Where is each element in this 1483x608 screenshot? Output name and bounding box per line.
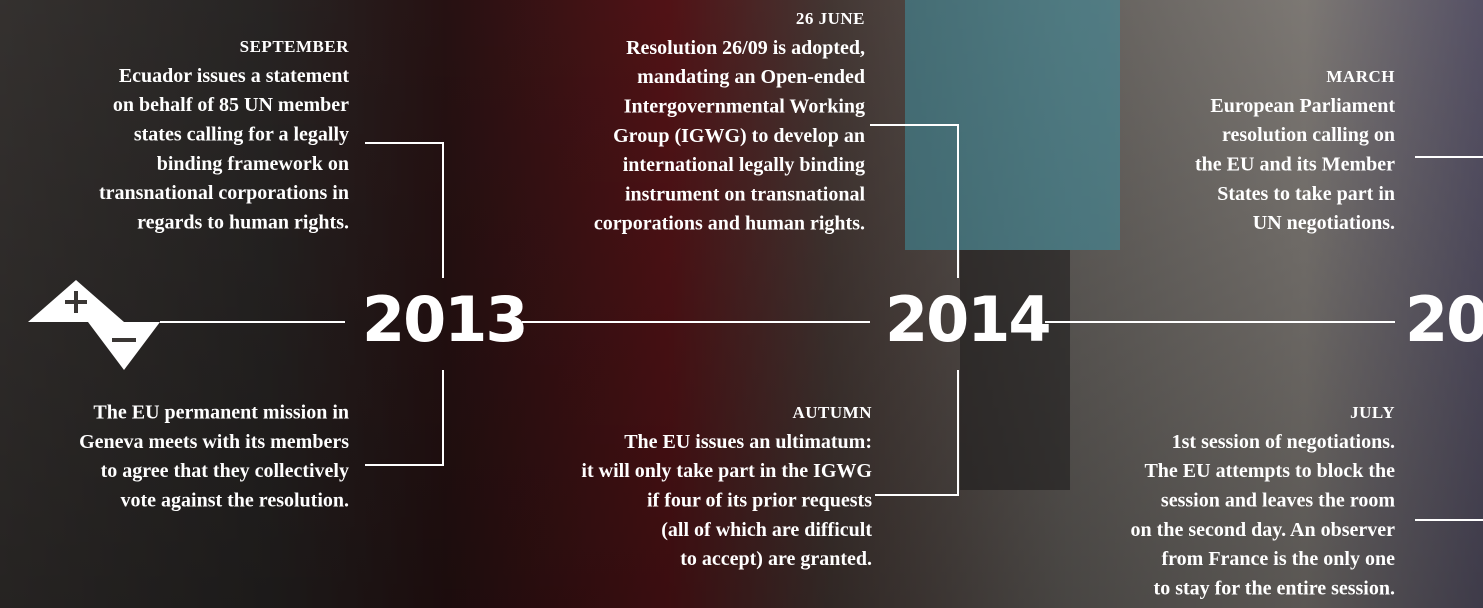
- event-text: The EU issues an ultimatum:: [624, 431, 872, 453]
- connector: [365, 142, 444, 278]
- event-text: to agree that they collectively: [101, 460, 349, 482]
- event-label: 26 JUNE: [796, 9, 865, 28]
- event-text: vote against the resolution.: [120, 489, 349, 511]
- event-text: international legally binding: [623, 154, 865, 176]
- event-text: regards to human rights.: [137, 211, 349, 233]
- event-text: corporations and human rights.: [594, 213, 865, 235]
- event-text: Geneva meets with its members: [79, 431, 349, 453]
- event-text: European Parliament: [1210, 95, 1395, 117]
- event-text: the EU and its Member: [1195, 153, 1395, 175]
- event-text: instrument on transnational: [625, 183, 865, 205]
- event-text: Ecuador issues a statement: [119, 65, 350, 87]
- photo-figure: [960, 250, 1070, 490]
- event-text: states calling for a legally: [134, 123, 349, 145]
- event-text: session and leaves the room: [1161, 489, 1395, 511]
- connector: [875, 370, 959, 496]
- event-text: Intergovernmental Working: [624, 95, 865, 117]
- event-label: SEPTEMBER: [240, 37, 350, 56]
- event-text: mandating an Open-ended: [637, 66, 865, 88]
- minus-icon: [88, 322, 160, 370]
- event-text: resolution calling on: [1222, 124, 1395, 146]
- event-text: Resolution 26/09 is adopted,: [626, 37, 865, 59]
- event-text: from France is the only one: [1162, 548, 1396, 570]
- event-text: 1st session of negotiations.: [1172, 431, 1395, 453]
- event-text: The EU attempts to block the: [1144, 460, 1395, 482]
- event-text: on behalf of 85 UN member: [113, 94, 349, 116]
- event-text: if four of its prior requests: [647, 489, 872, 511]
- event-text: binding framework on: [157, 153, 349, 175]
- event-text: Group (IGWG) to develop an: [613, 125, 865, 147]
- event-text: transnational corporations in: [99, 182, 349, 204]
- connector: [870, 124, 959, 278]
- event-text: on the second day. An observer: [1131, 519, 1396, 541]
- event-text: (all of which are difficult: [661, 519, 872, 541]
- event-text: it will only take part in the IGWG: [581, 460, 872, 482]
- event-text: UN negotiations.: [1253, 212, 1395, 234]
- event-text: to accept) are granted.: [680, 548, 872, 570]
- connector: [365, 370, 444, 466]
- year: 2014: [885, 283, 1050, 356]
- event-text: The EU permanent mission in: [93, 402, 349, 424]
- event-text: to stay for the entire session.: [1154, 577, 1395, 599]
- event-label: JULY: [1350, 403, 1395, 422]
- event-label: AUTUMN: [793, 403, 873, 422]
- year: 20: [1405, 283, 1483, 356]
- year: 2013: [362, 283, 527, 356]
- event-text: States to take part in: [1217, 183, 1395, 205]
- event-label: MARCH: [1326, 67, 1395, 86]
